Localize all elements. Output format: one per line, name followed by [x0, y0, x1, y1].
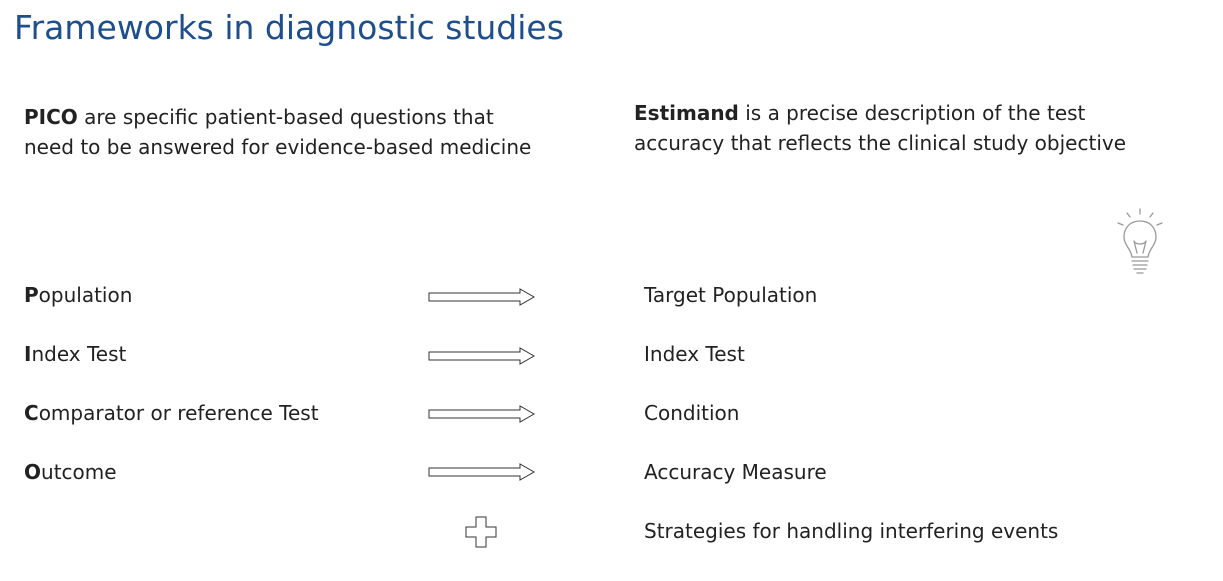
estimand-item-accuracy-measure: Accuracy Measure [644, 460, 827, 484]
page-title: Frameworks in diagnostic studies [14, 8, 564, 47]
pico-item-rest: opulation [38, 283, 133, 307]
estimand-item-index-test: Index Test [644, 342, 745, 366]
pico-definition-text: are specific patient-based questions tha… [24, 105, 532, 159]
right-arrow-icon [428, 463, 536, 481]
pico-item-comparator: Comparator or reference Test [24, 400, 319, 426]
pico-item-population: Population [24, 282, 132, 308]
pico-item-initial: C [24, 401, 39, 425]
pico-definition: PICO are specific patient-based question… [24, 102, 544, 162]
pico-item-initial: I [24, 342, 32, 366]
pico-item-rest: omparator or reference Test [38, 401, 319, 425]
plus-icon [465, 516, 497, 548]
lightbulb-icon [1117, 208, 1163, 274]
estimand-definition: Estimand is a precise description of the… [634, 98, 1154, 158]
pico-item-index-test: Index Test [24, 341, 126, 367]
right-arrow-icon [428, 347, 536, 365]
estimand-item-target-population: Target Population [644, 283, 818, 307]
pico-item-initial: O [24, 460, 42, 484]
right-arrow-icon [428, 288, 536, 306]
right-arrow-icon [428, 405, 536, 423]
pico-term: PICO [24, 105, 78, 129]
estimand-item-condition: Condition [644, 401, 740, 425]
estimand-definition-text: is a precise description of the test acc… [634, 101, 1127, 155]
estimand-item-intercurrent-events: Strategies for handling interfering even… [644, 519, 1059, 543]
pico-item-rest: utcome [41, 460, 117, 484]
pico-item-outcome: Outcome [24, 459, 117, 485]
pico-item-rest: ndex Test [31, 342, 127, 366]
estimand-term: Estimand [634, 101, 739, 125]
pico-item-initial: P [24, 283, 39, 307]
